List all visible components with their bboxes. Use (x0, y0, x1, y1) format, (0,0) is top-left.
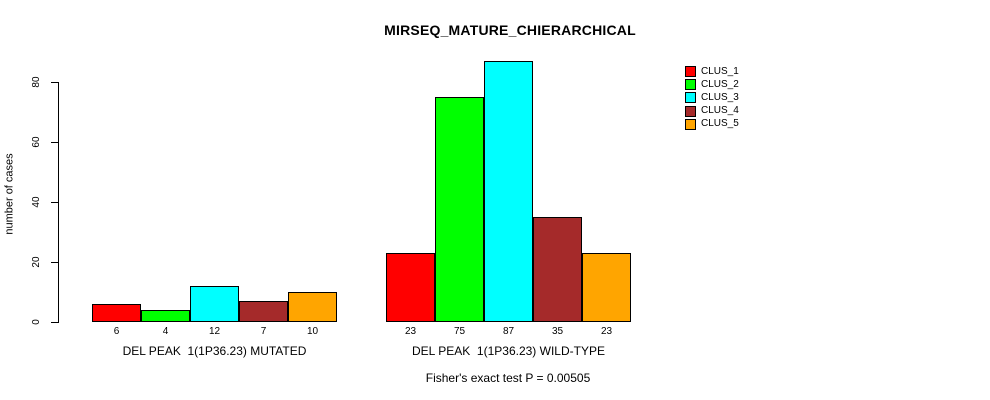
bar-clus_4-group1 (239, 301, 288, 322)
bar-clus_2-group2 (435, 97, 484, 322)
y-axis-tick (51, 322, 58, 323)
bar-clus_5-group1 (288, 292, 337, 322)
bar-value-label: 4 (162, 326, 169, 337)
chart-title: MIRSEQ_MATURE_CHIERARCHICAL (384, 22, 636, 38)
bar-value-label: 35 (551, 326, 564, 337)
legend-label-clus_4: CLUS_4 (701, 105, 739, 117)
y-axis-title: number of cases (3, 153, 16, 235)
y-axis-tick-label: 80 (31, 76, 42, 88)
bar-value-label: 23 (404, 326, 417, 337)
legend-swatch-clus_3 (685, 92, 696, 104)
y-axis-tick-label: 0 (31, 319, 42, 325)
y-axis-tick (51, 202, 58, 203)
fisher-test-annotation: Fisher's exact test P = 0.00505 (425, 371, 591, 385)
bar-clus_1-group2 (386, 253, 435, 322)
y-axis-tick (51, 262, 58, 263)
y-axis-tick-label: 20 (31, 256, 42, 268)
bar-clus_2-group1 (141, 310, 190, 322)
bar-value-label: 23 (600, 326, 613, 337)
bar-value-label: 10 (306, 326, 319, 337)
y-axis-tick-label: 40 (31, 196, 42, 208)
bar-clus_1-group1 (92, 304, 141, 322)
bar-clus_5-group2 (582, 253, 631, 322)
bar-value-label: 7 (260, 326, 267, 337)
legend-label-clus_3: CLUS_3 (701, 91, 739, 103)
x-group-label: DEL PEAK 1(1P36.23) MUTATED (122, 344, 307, 358)
bar-value-label: 12 (208, 326, 221, 337)
bar-clus_3-group1 (190, 286, 239, 322)
bar-value-label: 87 (502, 326, 515, 337)
bar-clus_4-group2 (533, 217, 582, 322)
x-group-label: DEL PEAK 1(1P36.23) WILD-TYPE (412, 344, 605, 358)
legend-label-clus_1: CLUS_1 (701, 65, 739, 77)
legend-label-clus_2: CLUS_2 (701, 78, 739, 90)
legend-swatch-clus_1 (685, 66, 696, 77)
bar-clus_3-group2 (484, 61, 533, 322)
bar-value-label: 6 (113, 326, 120, 337)
y-axis-line (58, 82, 59, 323)
legend-label-clus_5: CLUS_5 (701, 118, 739, 130)
legend-swatch-clus_5 (685, 118, 696, 130)
legend-swatch-clus_2 (685, 79, 696, 91)
legend-swatch-clus_4 (685, 105, 696, 117)
y-axis-tick-label: 60 (31, 136, 42, 148)
y-axis-tick (51, 142, 58, 143)
bar-value-label: 75 (453, 326, 466, 337)
y-axis-tick (51, 82, 58, 83)
